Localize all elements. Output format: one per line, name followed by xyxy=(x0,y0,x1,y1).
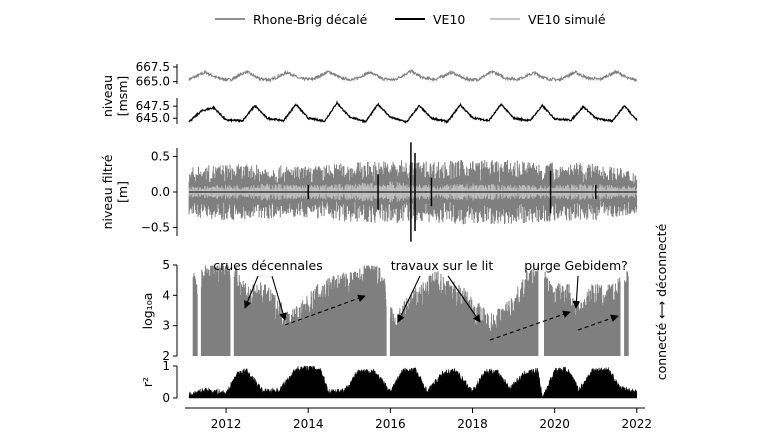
legend-label: VE10 simulé xyxy=(528,12,606,27)
x-tick-label: 2020 xyxy=(539,417,570,431)
y-axis-label-level: [msm] xyxy=(115,76,130,117)
annotation-connecte: connecté ⟷ déconnecté xyxy=(654,223,669,380)
annotation-travaux: travaux sur le lit xyxy=(391,258,494,273)
x-tick-label: 2012 xyxy=(211,417,242,431)
y-tick-label: 645.0 xyxy=(136,111,170,125)
annotation-crues: crues décennales xyxy=(213,258,322,273)
series-r2-area xyxy=(188,365,638,399)
annotation-arrow xyxy=(397,275,421,323)
y-axis-label-filtered: niveau filtré xyxy=(100,154,115,229)
legend-label: VE10 xyxy=(433,12,465,27)
x-tick-label: 2022 xyxy=(622,417,653,431)
legend-label: Rhone-Brig décalé xyxy=(253,12,368,27)
y-axis-label-filtered: [m] xyxy=(115,181,130,203)
annotation-arrow xyxy=(447,275,481,323)
annotation-arrow xyxy=(244,275,259,309)
trend-arrow xyxy=(284,294,366,326)
y-tick-label: 2 xyxy=(162,349,170,363)
annotation-arrow xyxy=(271,275,287,321)
x-tick-label: 2016 xyxy=(375,417,406,431)
y-tick-label: 0.0 xyxy=(151,185,170,199)
series-line-rhone-brig xyxy=(188,68,638,83)
y-tick-label: 0 xyxy=(162,391,170,405)
y-tick-label: 4 xyxy=(162,288,170,302)
annotation-arrow xyxy=(572,275,581,309)
x-tick-label: 2014 xyxy=(293,417,324,431)
y-tick-label: 0.5 xyxy=(151,150,170,164)
y-tick-label: 667.5 xyxy=(136,60,170,74)
trend-arrow xyxy=(577,314,619,331)
series-log-a xyxy=(192,265,629,356)
series-line-ve10 xyxy=(188,100,638,124)
y-tick-label: 1 xyxy=(162,359,170,373)
y-tick-label: 5 xyxy=(162,258,170,272)
y-axis-label-log-a: log₁₀a xyxy=(140,293,155,330)
y-tick-label: 647.5 xyxy=(136,99,170,113)
x-tick-label: 2018 xyxy=(457,417,488,431)
y-tick-label: −0.5 xyxy=(141,220,170,234)
y-axis-label-level: niveau xyxy=(100,75,115,117)
trend-arrow xyxy=(489,310,571,341)
y-axis-label-r2: r² xyxy=(140,377,155,387)
y-tick-label: 665.0 xyxy=(136,75,170,89)
y-tick-label: 3 xyxy=(162,319,170,333)
annotation-purge: purge Gebidem? xyxy=(524,258,628,273)
